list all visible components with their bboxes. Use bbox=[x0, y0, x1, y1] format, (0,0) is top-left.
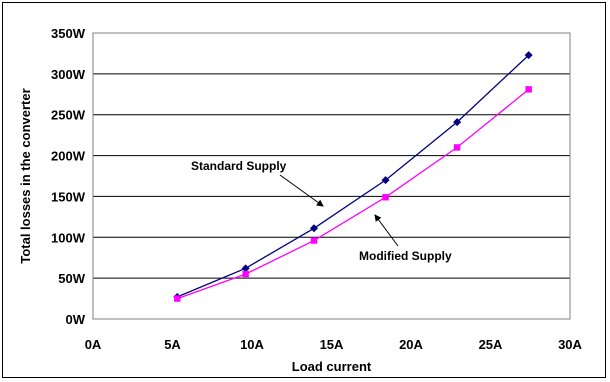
series-markers bbox=[173, 51, 533, 302]
data-point-diamond bbox=[381, 176, 390, 185]
y-tick-label: 100W bbox=[51, 230, 86, 245]
series-line-0 bbox=[177, 54, 530, 298]
y-tick-label: 200W bbox=[51, 149, 86, 164]
x-tick-label: 0A bbox=[85, 337, 102, 352]
annotations: Standard Supply Modified Supply bbox=[191, 159, 452, 263]
y-tick-label: 250W bbox=[51, 108, 86, 123]
data-point-square bbox=[174, 295, 181, 302]
data-point-square bbox=[310, 237, 318, 244]
data-point-diamond bbox=[241, 264, 250, 273]
series-line-1 bbox=[177, 88, 530, 300]
y-axis-title: Total losses in the converter bbox=[18, 88, 33, 263]
chart-frame: 0W 50W 100W 150W 200W 250W 300W 350W 0A 5A 10A 15A… bbox=[2, 2, 606, 378]
x-axis-title: Load current bbox=[292, 359, 372, 374]
y-tick-label: 350W bbox=[51, 26, 86, 41]
x-tick-label: 15A bbox=[320, 337, 344, 352]
y-tick-labels: 0W 50W 100W 150W 200W 250W 300W 350W bbox=[51, 26, 86, 327]
series-lines bbox=[177, 54, 530, 300]
plot-area-border bbox=[92, 32, 571, 320]
data-point-diamond bbox=[524, 51, 533, 60]
data-point-diamond bbox=[310, 224, 319, 233]
x-tick-labels: 0A 5A 10A 15A 20A 25A 30A bbox=[85, 337, 583, 352]
data-point-square bbox=[242, 270, 249, 278]
chart-svg: 0W 50W 100W 150W 200W 250W 300W 350W 0A 5A 10A 15A… bbox=[18, 26, 583, 374]
x-tick-label: 10A bbox=[240, 337, 264, 352]
y-tick-label: 50W bbox=[58, 271, 85, 286]
data-point-square bbox=[453, 144, 461, 151]
y-tick-label: 0W bbox=[66, 312, 86, 327]
x-tick-label: 25A bbox=[479, 337, 503, 352]
x-tick-label: 5A bbox=[164, 337, 181, 352]
annotation-arrow-1 bbox=[374, 214, 399, 247]
data-point-square bbox=[525, 86, 532, 93]
annotation-label-1: Modified Supply bbox=[359, 249, 452, 263]
annotation-label-0: Standard Supply bbox=[191, 159, 287, 173]
data-point-diamond bbox=[453, 118, 462, 127]
data-point-square bbox=[382, 194, 389, 201]
x-tick-label: 30A bbox=[558, 337, 582, 352]
y-tick-label: 300W bbox=[51, 67, 86, 82]
annotation-arrow-0 bbox=[279, 174, 324, 207]
y-tick-label: 150W bbox=[51, 189, 86, 204]
x-tick-label: 20A bbox=[399, 337, 423, 352]
gridlines bbox=[93, 32, 570, 279]
